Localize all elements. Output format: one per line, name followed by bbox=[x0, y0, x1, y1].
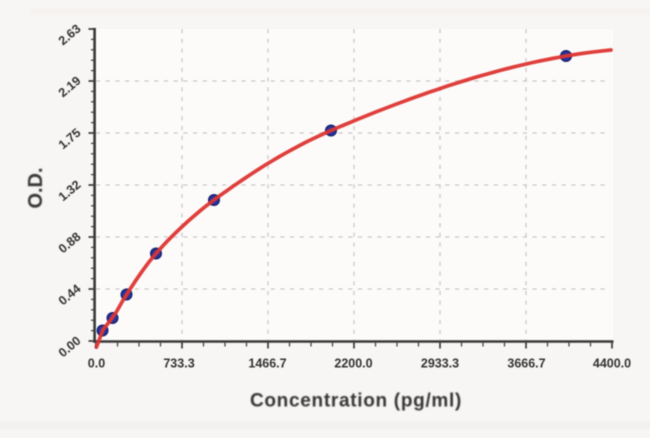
svg-text:2200.0: 2200.0 bbox=[334, 357, 372, 371]
svg-text:3666.7: 3666.7 bbox=[507, 357, 545, 371]
svg-text:4400.0: 4400.0 bbox=[593, 357, 631, 371]
svg-text:Concentration (pg/ml): Concentration (pg/ml) bbox=[250, 391, 462, 412]
svg-text:1466.7: 1466.7 bbox=[248, 357, 286, 371]
svg-text:2933.3: 2933.3 bbox=[421, 357, 459, 371]
svg-text:O.D.: O.D. bbox=[25, 167, 47, 208]
svg-text:733.3: 733.3 bbox=[163, 357, 194, 371]
svg-text:0.0: 0.0 bbox=[88, 357, 105, 371]
